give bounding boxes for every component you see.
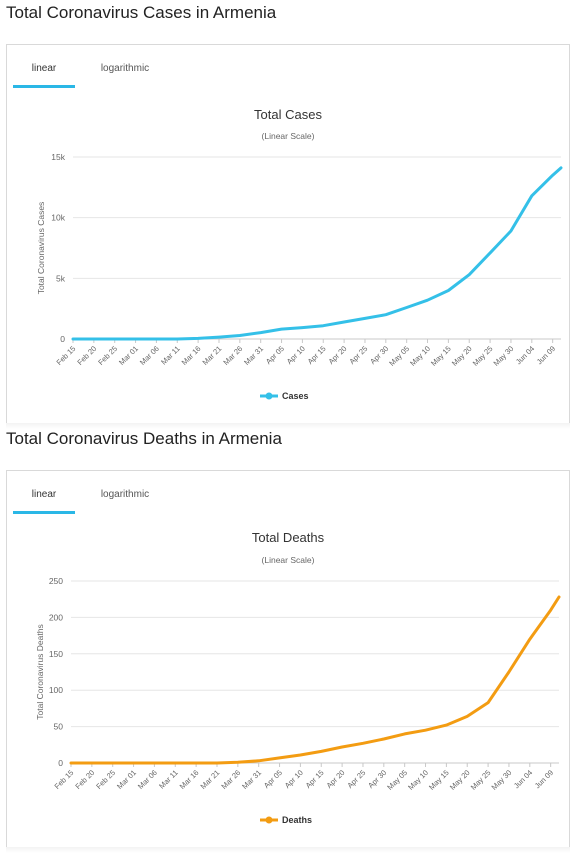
y-tick-label: 0 <box>60 334 65 344</box>
series-line-cases <box>71 166 563 341</box>
x-tick-label: Mar 11 <box>157 768 179 790</box>
x-tick-label: Feb 25 <box>96 344 119 367</box>
x-tick-label: Apr 05 <box>262 768 284 790</box>
tab-logarithmic[interactable]: logarithmic <box>100 63 150 74</box>
x-tick-label: Mar 31 <box>240 768 263 791</box>
x-tick-label: Apr 20 <box>327 344 349 366</box>
x-tick-label: Mar 06 <box>138 344 161 367</box>
legend-marker <box>265 816 273 824</box>
y-tick-label: 0 <box>58 758 63 768</box>
x-tick-label: Mar 16 <box>180 344 203 367</box>
cases-chart: Total Cases (Linear Scale) 0 5k 10k 15k Total … <box>36 107 563 401</box>
tab-logarithmic[interactable]: logarithmic <box>100 489 150 500</box>
legend-marker <box>265 392 273 400</box>
x-tick-label: Mar 31 <box>242 344 265 367</box>
x-tick-label: May 15 <box>429 344 453 368</box>
x-tick-label: Apr 25 <box>347 344 369 366</box>
x-tick-label: Jun 09 <box>533 768 555 790</box>
legend-label: Deaths <box>282 815 312 825</box>
chart-title: Total Deaths <box>252 530 325 545</box>
tab-linear[interactable]: linear <box>13 483 75 514</box>
y-axis-label: Total Coronavirus Deaths <box>35 624 45 719</box>
x-tick-label: Feb 15 <box>55 344 78 367</box>
x-tick-label: Mar 11 <box>159 344 181 366</box>
legend-label: Cases <box>282 391 309 401</box>
x-tick-label: Jun 04 <box>514 344 536 366</box>
deaths-chart: Total Deaths (Linear Scale) 0 50 100 150 200 25… <box>35 530 561 825</box>
tab-linear[interactable]: linear <box>13 57 75 88</box>
y-tick-label: 200 <box>49 612 63 622</box>
cases-heading: Total Coronavirus Cases in Armenia <box>6 3 277 22</box>
x-tick-label: Apr 05 <box>264 344 286 366</box>
x-tick-label: Apr 10 <box>283 768 305 790</box>
y-tick-label: 15k <box>51 152 65 162</box>
y-tick-label: 150 <box>49 649 63 659</box>
x-tick-label: Apr 15 <box>304 768 326 790</box>
chart-subtitle: (Linear Scale) <box>262 131 315 141</box>
x-tick-label: Mar 21 <box>199 768 222 791</box>
x-tick-label: Jun 09 <box>535 344 557 366</box>
x-tick-label: May 30 <box>492 344 516 368</box>
x-tick-label: May 10 <box>406 768 430 792</box>
x-tick-label: May 25 <box>471 344 495 368</box>
chart-title: Total Cases <box>254 107 322 122</box>
cases-chart-panel: linear logarithmic Total Cases (Linear Sc… <box>6 44 570 429</box>
y-tick-label: 50 <box>54 722 64 732</box>
x-tick-label: Mar 06 <box>136 768 159 791</box>
x-tick-label: Jun 04 <box>512 768 534 790</box>
x-tick-label: Feb 20 <box>75 344 98 367</box>
y-tick-label: 100 <box>49 685 63 695</box>
x-tick-label: Apr 15 <box>306 344 328 366</box>
y-tick-label: 10k <box>51 213 65 223</box>
cases-scale-tabs: linear logarithmic <box>13 57 413 88</box>
x-tick-label: Apr 30 <box>368 344 390 366</box>
y-tick-label: 250 <box>49 576 63 586</box>
x-tick-label: May 30 <box>490 768 514 792</box>
x-tick-label: Mar 16 <box>178 768 201 791</box>
x-tick-label: Apr 30 <box>366 768 388 790</box>
x-tick-label: Feb 20 <box>73 768 96 791</box>
x-tick-label: May 05 <box>387 344 411 368</box>
y-tick-label: 5k <box>56 273 66 283</box>
x-tick-label: Apr 20 <box>325 768 347 790</box>
x-tick-label: Mar 01 <box>115 768 138 791</box>
x-tick-label: Apr 25 <box>345 768 367 790</box>
x-tick-label: May 25 <box>469 768 493 792</box>
x-tick-label: Apr 10 <box>285 344 307 366</box>
x-tick-label: Feb 15 <box>53 768 76 791</box>
x-tick-label: Mar 21 <box>201 344 224 367</box>
x-tick-label: May 20 <box>448 768 472 792</box>
deaths-scale-tabs: linear logarithmic <box>13 483 413 514</box>
x-tick-label: May 15 <box>427 768 451 792</box>
x-tick-label: Mar 26 <box>221 344 244 367</box>
deaths-heading: Total Coronavirus Deaths in Armenia <box>6 429 282 448</box>
x-tick-label: Mar 26 <box>219 768 242 791</box>
deaths-chart-panel: linear logarithmic Total Deaths (Linear S… <box>6 470 570 853</box>
x-tick-label: Feb 25 <box>94 768 117 791</box>
series-line-deaths <box>69 595 561 765</box>
x-tick-label: May 10 <box>408 344 432 368</box>
y-axis-label: Total Coronavirus Cases <box>36 202 46 295</box>
x-tick-label: May 20 <box>450 344 474 368</box>
x-tick-label: May 05 <box>385 768 409 792</box>
chart-subtitle: (Linear Scale) <box>262 555 315 565</box>
x-tick-label: Mar 01 <box>117 344 140 367</box>
